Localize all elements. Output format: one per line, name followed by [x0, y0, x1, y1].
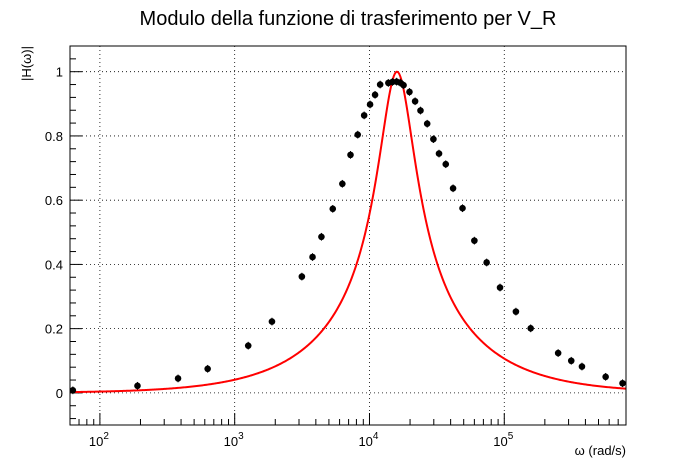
data-marker: [459, 204, 466, 212]
data-marker: [554, 349, 562, 357]
fit-curve: [69, 70, 627, 394]
data-marker: [435, 150, 443, 157]
data-point: [567, 356, 575, 365]
x-tick-label: 105: [493, 431, 513, 449]
data-point: [459, 204, 466, 213]
data-marker: [496, 284, 504, 291]
data-point: [602, 372, 609, 381]
data-point: [400, 81, 407, 90]
data-point: [69, 386, 77, 395]
x-tick-label: 103: [224, 431, 244, 449]
data-marker: [69, 387, 77, 394]
data-marker: [400, 81, 407, 89]
data-point: [360, 111, 368, 120]
data-marker: [309, 253, 316, 261]
data-point: [354, 130, 362, 139]
data-marker: [354, 131, 362, 138]
data-point: [366, 100, 374, 109]
data-marker: [318, 233, 325, 241]
data-point: [423, 119, 431, 128]
y-tick-label: 1: [56, 65, 63, 80]
data-marker: [360, 112, 368, 119]
data-point: [376, 80, 384, 89]
data-marker: [244, 342, 252, 349]
data-marker: [602, 373, 609, 381]
data-marker: [406, 88, 413, 96]
y-axis-label: |H(ω)|: [19, 46, 34, 81]
data-marker: [578, 363, 586, 370]
data-marker: [619, 379, 626, 387]
data-point: [347, 151, 354, 159]
data-point: [174, 374, 182, 383]
x-axis-label: ω (rad/s): [575, 443, 626, 458]
data-marker: [423, 120, 431, 128]
data-point: [134, 381, 141, 390]
data-marker: [347, 151, 354, 159]
data-point: [435, 149, 443, 158]
grid: [70, 46, 626, 425]
data-point: [471, 236, 478, 245]
data-marker: [483, 259, 490, 266]
data-marker: [417, 107, 424, 114]
axes: 0 0.2 0.4 0.6 0.8 1 102 103 104 105: [45, 45, 627, 449]
data-point: [318, 232, 325, 241]
y-tick-label: 0.6: [45, 193, 63, 208]
data-point: [442, 160, 450, 169]
data-point: [483, 258, 490, 267]
chart-title: Modulo della funzione di trasferimento p…: [140, 8, 557, 30]
y-tick-label: 0: [56, 386, 63, 401]
data-point: [496, 283, 504, 292]
y-tick-label: 0.4: [45, 257, 63, 272]
data-marker: [411, 97, 419, 105]
data-marker: [204, 365, 211, 373]
data-point: [417, 106, 424, 115]
fit-curve-group: [69, 70, 627, 394]
data-point: [449, 184, 457, 193]
data-marker: [339, 180, 346, 188]
data-marker: [449, 184, 457, 192]
data-point: [578, 362, 586, 371]
data-marker: [174, 375, 182, 382]
data-marker: [134, 382, 141, 390]
data-point: [244, 341, 252, 350]
data-marker: [527, 325, 534, 332]
data-point: [298, 272, 306, 281]
data-point: [309, 253, 316, 261]
data-point: [204, 364, 211, 373]
data-points-group: [69, 77, 626, 395]
data-point: [554, 349, 562, 357]
y-tick-label: 0.2: [45, 322, 63, 337]
data-point: [512, 307, 520, 316]
data-marker: [442, 160, 450, 168]
data-point: [411, 97, 419, 106]
data-marker: [567, 357, 575, 365]
x-tick-label: 102: [89, 431, 109, 449]
x-tick-label: 104: [358, 431, 378, 449]
data-marker: [371, 91, 379, 99]
data-marker: [430, 135, 437, 143]
plot-frame: [69, 45, 627, 426]
data-point: [268, 317, 276, 326]
data-marker: [298, 273, 306, 280]
data-point: [371, 90, 379, 99]
data-marker: [471, 237, 478, 244]
data-point: [329, 204, 337, 213]
data-point: [619, 379, 626, 388]
data-marker: [512, 308, 520, 315]
data-point: [430, 135, 437, 143]
data-marker: [329, 205, 337, 213]
y-tick-label: 0.8: [45, 129, 63, 144]
data-point: [527, 324, 534, 333]
data-point: [406, 88, 413, 96]
data-marker: [366, 101, 374, 108]
data-marker: [268, 318, 276, 325]
data-point: [339, 179, 346, 188]
data-marker: [376, 81, 384, 88]
